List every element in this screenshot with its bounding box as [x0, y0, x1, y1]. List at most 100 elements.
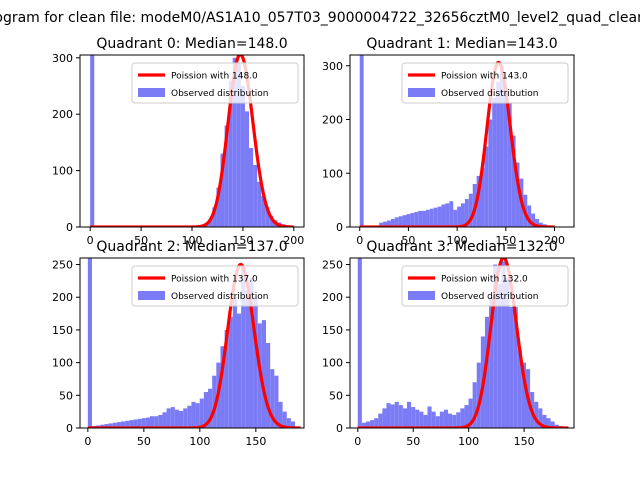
panel-2-hist-bar [108, 423, 113, 428]
panel-0-hist-bar [212, 207, 217, 227]
panel-1-hist-bar [390, 218, 395, 227]
panel-1-hist-bar [476, 175, 481, 227]
panel-0-legend-hist-swatch [138, 88, 165, 97]
panel-2-hist-bar [104, 424, 109, 428]
panel-1-hist-bar [464, 199, 469, 227]
panel-1-hist-bar [402, 215, 407, 227]
panel-1-hist-bar [515, 162, 520, 227]
panel-3-hist-bar [415, 409, 420, 428]
panel-3-hist-bar [390, 404, 395, 428]
panel-1-hist-bar [398, 216, 403, 227]
panel-1-legend-hist-label: Observed distribution [441, 89, 538, 99]
panel-3-plot-area [356, 258, 570, 428]
panel-0-legend-hist-label: Observed distribution [171, 89, 268, 99]
panel-3-legend-hist-swatch [408, 291, 435, 300]
panel-1-hist-bar [394, 217, 399, 227]
panel-2-hist-bar [116, 422, 121, 428]
panel-0-xtick-label: 100 [182, 234, 203, 247]
panel-3-axes-frame [349, 257, 575, 429]
panel-1-hist-bar [433, 207, 438, 227]
panel-2-hist-bar [232, 297, 238, 428]
panel-3: 0 50 100 150 0 50 100 150 200 250 Quadrant 3: Medi… [322, 239, 575, 448]
panel-1-hist-bar [429, 208, 434, 227]
panel-0-hist-bar [249, 148, 254, 227]
panel-1-hist-bar [414, 211, 419, 227]
panel-1-hist-bar [480, 167, 485, 227]
panel-2-hist-bar [274, 375, 279, 428]
panel-2-hist-bar [145, 417, 150, 428]
panel-3-ytick-label: 0 [336, 422, 343, 435]
panel-2-hist-bar [270, 369, 275, 428]
panel-0: 0 50 100 150 200 0 100 200 300 Quadrant 0: Median… [52, 36, 305, 247]
panel-1-hist-bar [499, 65, 504, 227]
panel-3-hist-bar [493, 264, 498, 428]
panel-2-hist-bar [158, 414, 163, 428]
panel-2-hist-bar [261, 320, 267, 428]
panel-2-hist-bar [133, 419, 138, 428]
panel-2-title: Quadrant 2: Median=137.0 [96, 239, 287, 255]
panel-3-xtick-label: 150 [514, 435, 535, 448]
panel-1-hist-bar [425, 209, 430, 227]
panel-2-hist-bar [150, 416, 155, 428]
panel-3-hist-bar [476, 362, 481, 428]
panel-1-hist-bar [511, 135, 516, 227]
panel-2-ytick-label: 150 [52, 324, 73, 337]
panel-0-ytick-label: 300 [52, 52, 73, 65]
panel-3-hist-bar [386, 403, 391, 428]
panel-2-hist-bar [141, 418, 146, 428]
panel-3-hist-bar [402, 408, 407, 428]
panel-2-legend: Poission with 137.0 Observed distribution [131, 265, 299, 307]
panel-2-hist-bar [286, 418, 291, 428]
panel-1-hist-bar [461, 203, 465, 227]
panel-2-legend-hist-swatch [138, 291, 165, 300]
panel-1-hist-bar [535, 218, 539, 227]
panel-2: 0 50 100 150 0 50 100 150 200 250 Quadrant 2: Medi… [52, 239, 305, 448]
panel-3-legend-box [401, 265, 569, 307]
panel-2-hist-bar [100, 424, 105, 428]
panel-2-hist-bar [166, 408, 171, 428]
panel-0-legend-box [131, 62, 299, 104]
panel-2-legend-hist-label: Observed distribution [171, 292, 268, 302]
panel-1-legend: Poission with 143.0 Observed distribution [401, 62, 569, 104]
panel-3-ytick-label: 50 [329, 389, 343, 402]
panel-0-hist-bar [216, 187, 221, 227]
panel-0-legend: Poission with 148.0 Observed distribution [131, 62, 299, 104]
panel-2-hist-bar [224, 329, 229, 428]
panel-1-hist-bar [527, 205, 532, 227]
panel-2-hist-bar [137, 418, 142, 428]
panel-2-ytick-label: 200 [52, 291, 73, 304]
panel-2-xtick-label: 0 [84, 435, 91, 448]
panel-3-ytick-label: 200 [322, 291, 343, 304]
panel-2-xtick-label: 50 [137, 435, 151, 448]
panel-1-hist-bar [441, 204, 446, 227]
panel-3-legend-poisson-label: Poission with 132.0 [441, 275, 528, 285]
panel-3-xtick-label: 50 [406, 435, 420, 448]
panel-0-hist-bar [269, 215, 274, 227]
panel-2-hist-bar [290, 421, 296, 428]
panel-1-ytick-label: 300 [322, 60, 343, 73]
panel-2-hist-bar [120, 421, 126, 428]
panel-1-xtick-label: 0 [356, 234, 363, 247]
panel-0-hist-bar [232, 57, 237, 227]
panel-1-hist-bar [496, 81, 500, 227]
panel-2-hist-bar [212, 375, 217, 428]
panel-3-hist-bar [517, 349, 522, 428]
panel-3-hist-bar [534, 401, 539, 428]
panel-2-hist-bar [195, 403, 200, 428]
panel-1-xtick-label: 100 [447, 234, 468, 247]
panel-3-ytick-label: 250 [322, 259, 343, 272]
panel-3-hist-bar [423, 414, 428, 428]
figure-title: Histogram for clean file: modeM0/AS1A10_… [0, 10, 640, 26]
panel-3-hist-bar [370, 420, 375, 428]
panel-3-legend-hist-label: Observed distribution [441, 292, 538, 302]
panel-0-legend-poisson-label: Poission with 148.0 [171, 72, 258, 82]
panel-1-hist-bar [538, 222, 543, 227]
panel-2-legend-poisson-label: Poission with 137.0 [171, 275, 258, 285]
panel-1-axes-frame [349, 54, 575, 228]
panel-0-hist-bar [208, 220, 213, 227]
panel-0-ytick-label: 200 [52, 108, 73, 121]
panel-1-legend-hist-swatch [408, 88, 435, 97]
panel-1: 0 50 100 150 200 0 100 200 300 Quadrant 1: Median… [322, 36, 575, 247]
panel-3-ytick-label: 150 [322, 324, 343, 337]
panel-3-hist-bar [394, 401, 399, 428]
